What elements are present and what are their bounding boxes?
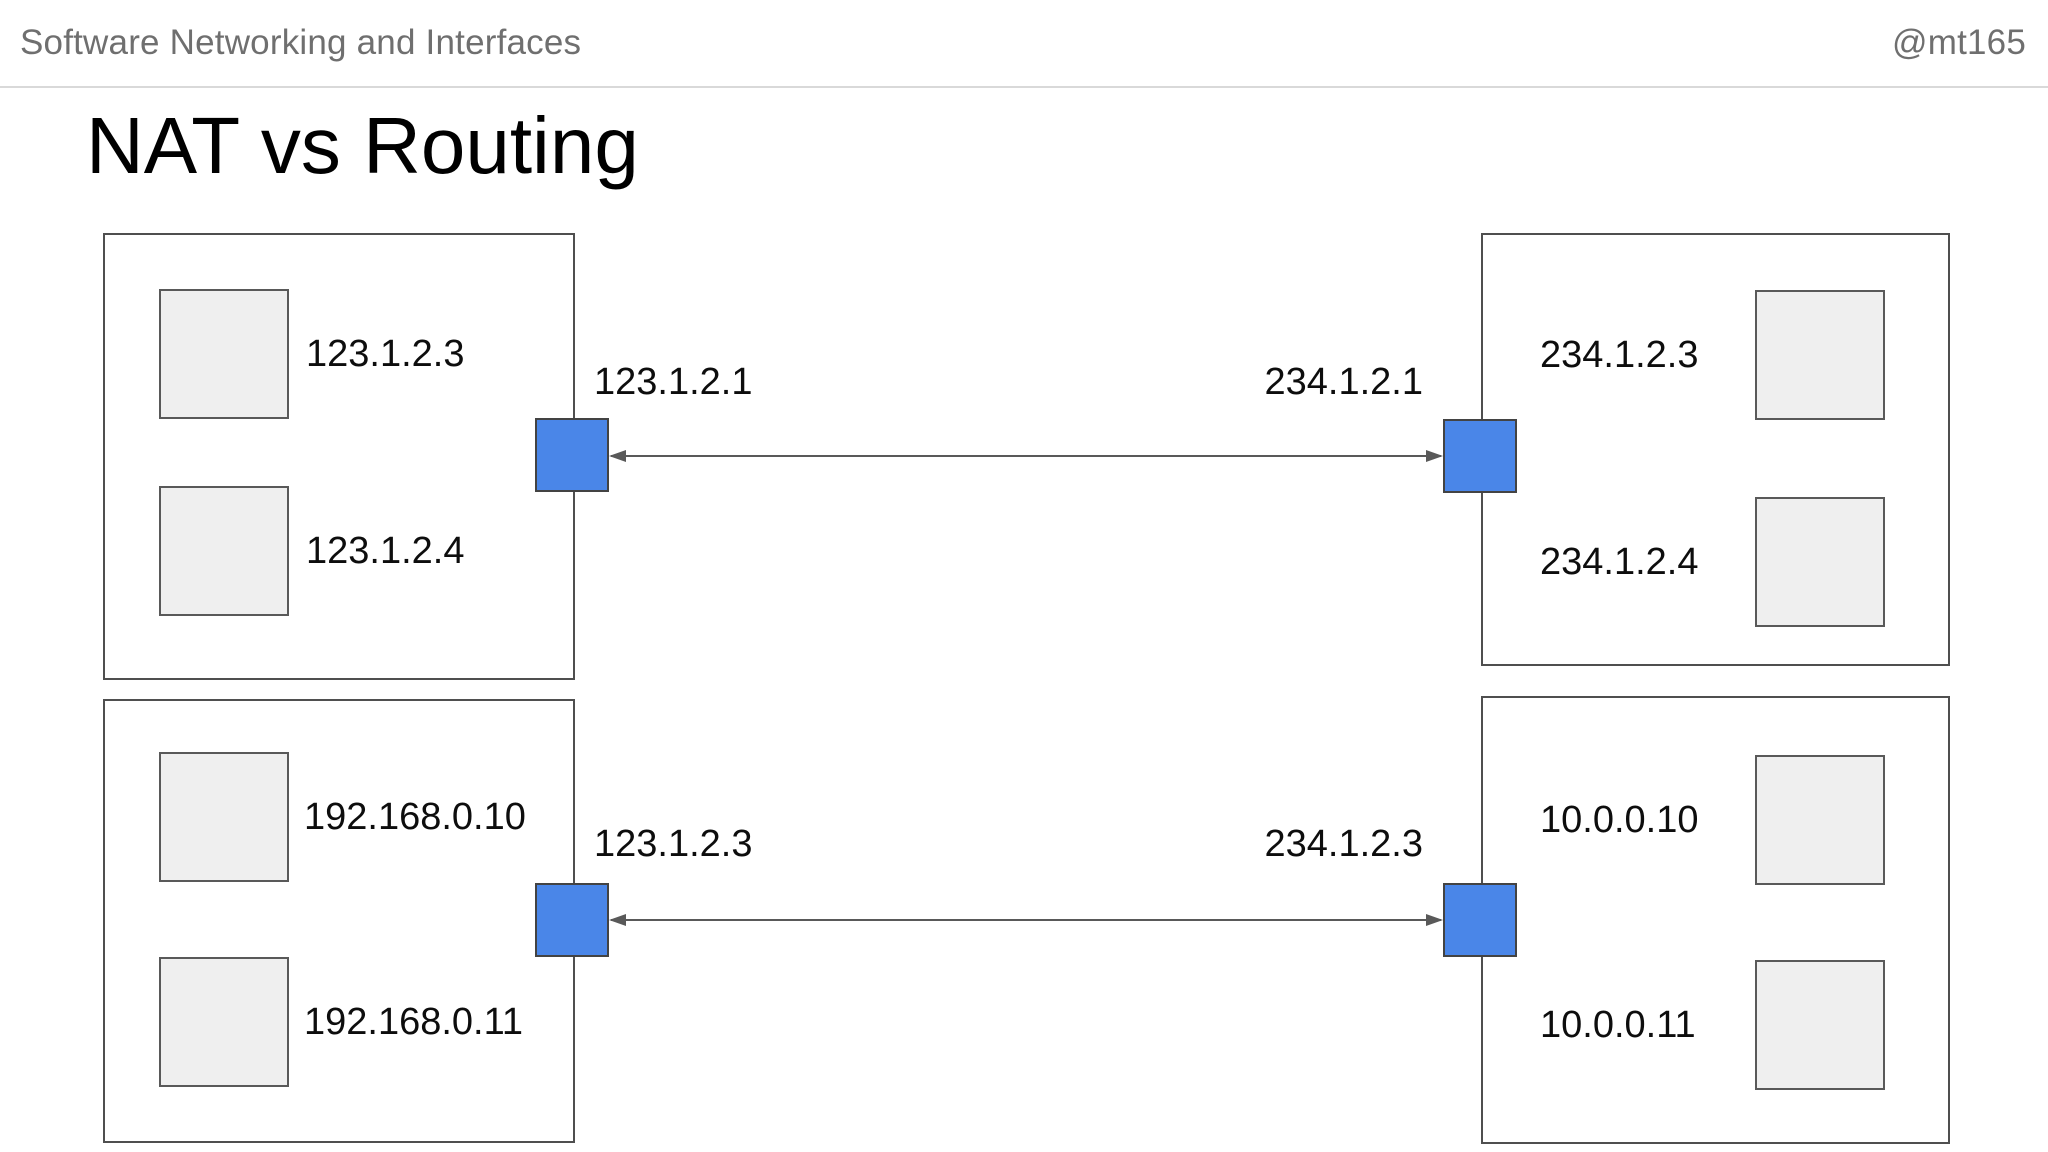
lan-box-bottom-left: 192.168.0.10 192.168.0.11 [103, 699, 575, 1143]
host-ip-label: 192.168.0.11 [304, 1001, 524, 1043]
host-ip-label: 123.1.2.3 [306, 333, 465, 375]
host-square [1755, 960, 1885, 1090]
host-square [1755, 290, 1885, 420]
router-ip-label: 123.1.2.1 [594, 361, 753, 403]
top-bar: Software Networking and Interfaces @mt16… [0, 0, 2048, 88]
lan-box-top-right: 234.1.2.3 234.1.2.4 [1481, 233, 1950, 666]
deck-title: Software Networking and Interfaces [20, 23, 582, 62]
host-ip-label: 10.0.0.10 [1540, 799, 1699, 841]
router-ip-label: 234.1.2.1 [1264, 361, 1423, 403]
lan-box-top-left: 123.1.2.3 123.1.2.4 [103, 233, 575, 680]
host-square [159, 957, 289, 1087]
host-square [159, 289, 289, 419]
router-square [1443, 883, 1517, 957]
host-ip-label: 234.1.2.4 [1540, 541, 1699, 583]
router-square [535, 418, 609, 492]
host-square [1755, 497, 1885, 627]
host-ip-label: 192.168.0.10 [304, 796, 526, 838]
link-arrow [609, 450, 1443, 462]
router-square [535, 883, 609, 957]
host-ip-label: 234.1.2.3 [1540, 334, 1699, 376]
host-ip-label: 123.1.2.4 [306, 530, 465, 572]
host-square [159, 486, 289, 616]
router-ip-label: 123.1.2.3 [594, 823, 753, 865]
router-square [1443, 419, 1517, 493]
host-ip-label: 10.0.0.11 [1540, 1004, 1696, 1046]
slide-title: NAT vs Routing [86, 101, 639, 190]
link-arrow [609, 914, 1443, 926]
author-handle: @mt165 [1891, 23, 2026, 62]
lan-box-bottom-right: 10.0.0.10 10.0.0.11 [1481, 696, 1950, 1144]
host-square [1755, 755, 1885, 885]
router-ip-label: 234.1.2.3 [1264, 823, 1423, 865]
host-square [159, 752, 289, 882]
